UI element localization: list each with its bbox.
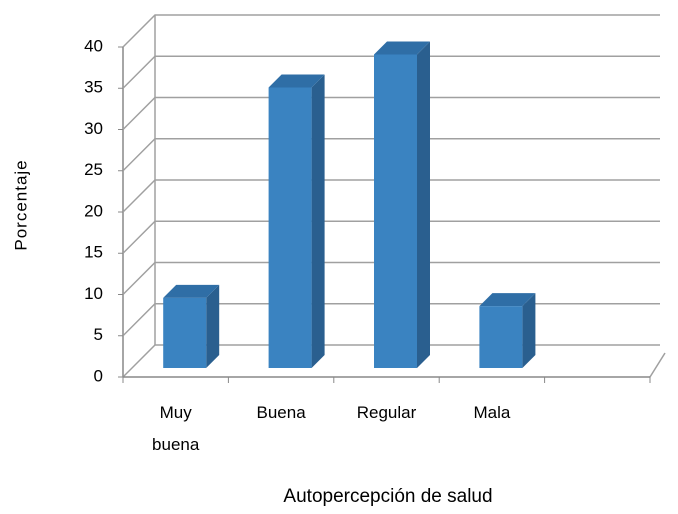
grid-line — [122, 55, 660, 89]
y-tick-label: 20 — [84, 201, 103, 220]
bar-side — [206, 284, 220, 368]
x-tick-label: Muy buena — [152, 403, 200, 454]
y-tick-label: 15 — [84, 243, 103, 262]
grid-line — [122, 220, 660, 254]
x-tick-label: Mala — [473, 403, 511, 422]
y-tick-label: 10 — [84, 284, 103, 303]
bar-top — [374, 41, 430, 55]
bar — [163, 284, 220, 368]
bar-top — [268, 74, 325, 88]
x-tick-label: Regular — [356, 403, 417, 422]
bar-side — [522, 293, 536, 368]
grid-line — [122, 138, 660, 172]
bar-top — [163, 284, 220, 298]
y-tick-label: 40 — [84, 36, 103, 55]
y-tick-label: 5 — [94, 325, 103, 344]
y-tick-label: 35 — [84, 78, 103, 97]
bar-side — [417, 41, 430, 368]
grid-line — [122, 96, 660, 131]
bar-top — [479, 293, 536, 307]
y-axis-title: Porcentaje — [11, 159, 30, 250]
floor-edge — [649, 352, 666, 378]
grid-line — [122, 14, 660, 48]
bar-front — [374, 54, 417, 368]
bar-front — [479, 306, 523, 368]
bar — [268, 74, 325, 368]
y-tick-label: 0 — [94, 366, 103, 385]
grid-line — [122, 179, 660, 213]
bar-front — [268, 87, 312, 368]
bar — [374, 41, 430, 368]
bar — [479, 293, 536, 368]
x-tick-label: Buena — [256, 403, 306, 422]
bar-front — [163, 297, 207, 368]
y-tick-label: 30 — [84, 119, 103, 138]
y-tick-label: 25 — [84, 160, 103, 179]
grid-line — [122, 261, 660, 296]
bar-side — [311, 74, 325, 368]
x-axis-title: Autopercepción de salud — [283, 486, 492, 507]
